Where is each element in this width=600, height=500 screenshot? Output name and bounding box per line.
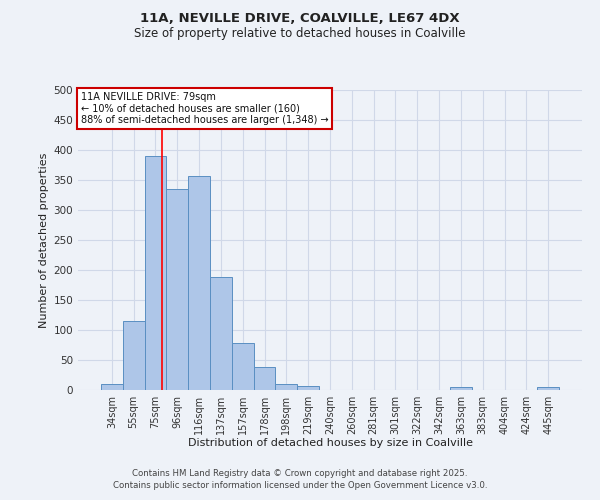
Bar (123, 321, 145, 390)
Bar (188, 176, 210, 390)
Text: 11A NEVILLE DRIVE: 79sqm
← 10% of detached houses are smaller (160)
88% of semi-: 11A NEVILLE DRIVE: 79sqm ← 10% of detach… (80, 92, 328, 124)
Bar (450, 387, 472, 390)
Bar (210, 277, 232, 390)
Bar (166, 189, 188, 390)
Text: Contains HM Land Registry data © Crown copyright and database right 2025.
Contai: Contains HM Land Registry data © Crown c… (113, 469, 487, 490)
Text: Size of property relative to detached houses in Coalville: Size of property relative to detached ho… (134, 28, 466, 40)
Bar (145, 156, 166, 390)
Text: 11A, NEVILLE DRIVE, COALVILLE, LE67 4DX: 11A, NEVILLE DRIVE, COALVILLE, LE67 4DX (140, 12, 460, 26)
Bar (101, 384, 123, 390)
Bar (275, 384, 297, 390)
Bar (232, 343, 254, 390)
Y-axis label: Number of detached properties: Number of detached properties (39, 152, 49, 328)
Bar (297, 386, 319, 390)
Bar (254, 367, 275, 390)
X-axis label: Distribution of detached houses by size in Coalville: Distribution of detached houses by size … (187, 438, 473, 448)
Bar (537, 387, 559, 390)
